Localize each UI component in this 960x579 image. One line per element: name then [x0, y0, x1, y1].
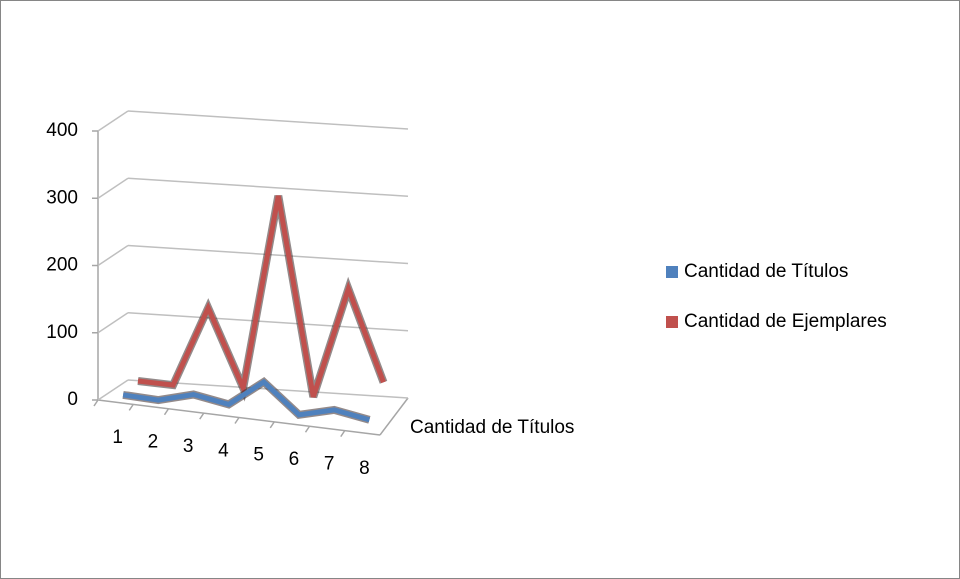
y-tick-label: 100	[46, 322, 78, 343]
x-tick	[128, 403, 134, 411]
x-tick-label: 6	[289, 449, 300, 470]
y-tick-label: 400	[46, 120, 78, 141]
grid-line-side	[97, 379, 129, 401]
grid-line-side	[97, 110, 129, 132]
legend-label: Cantidad de Títulos	[684, 261, 848, 282]
y-tick-label: 300	[46, 187, 78, 208]
y-tick-label: 200	[46, 255, 78, 276]
legend-label: Cantidad de Ejemplares	[684, 311, 887, 332]
series-line	[122, 378, 371, 423]
x-tick	[269, 421, 275, 429]
x-tick-label: 5	[253, 445, 264, 466]
grid-line-side	[97, 312, 129, 334]
legend-swatch	[666, 266, 678, 278]
series-line	[137, 195, 386, 398]
x-tick-label: 8	[359, 458, 370, 479]
grid-line-side	[97, 177, 129, 199]
grid-line	[127, 177, 409, 197]
x-tick	[163, 408, 170, 416]
x-tick	[304, 425, 311, 433]
x-tick-label: 2	[148, 432, 159, 453]
grid-line	[127, 110, 409, 130]
x-tick-label: 1	[112, 427, 123, 448]
x-tick-label: 3	[183, 436, 194, 457]
legend-swatch	[666, 316, 678, 328]
depth-axis-label: Cantidad de Títulos	[410, 417, 574, 438]
x-tick-label: 4	[218, 440, 229, 461]
depth-axis	[379, 397, 409, 436]
x-tick	[199, 412, 205, 420]
y-tick-label: 0	[67, 389, 78, 410]
grid-line-side	[97, 244, 129, 267]
x-tick	[93, 399, 99, 407]
x-tick-label: 7	[324, 453, 335, 474]
x-tick	[340, 430, 346, 438]
x-tick	[234, 417, 240, 424]
